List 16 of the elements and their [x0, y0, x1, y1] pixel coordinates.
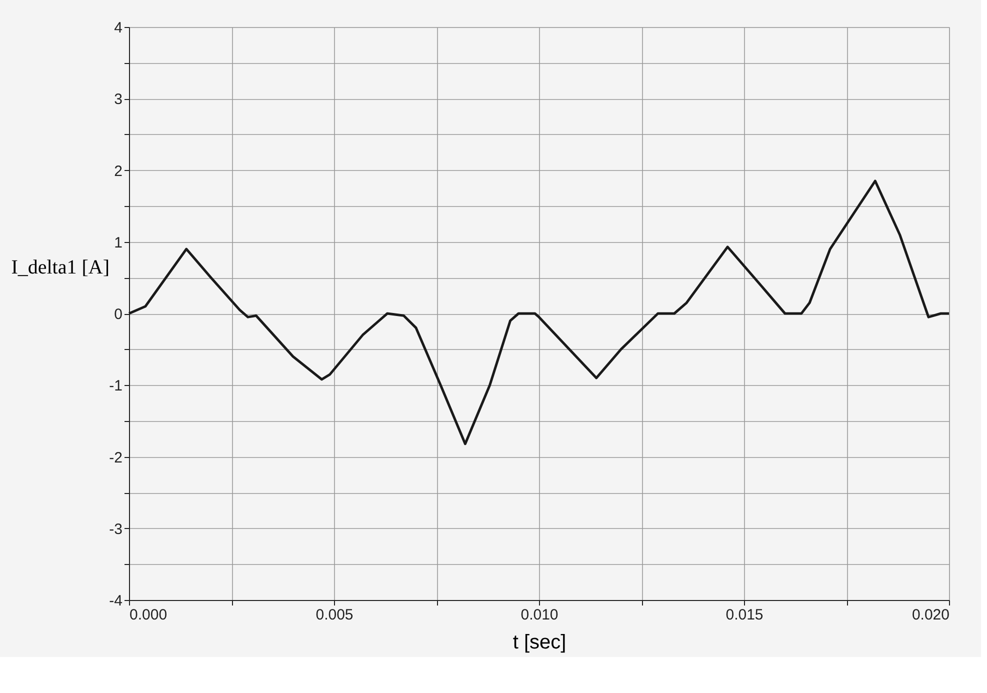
- y-tick-label: 1: [114, 234, 122, 252]
- y-tick-label: 2: [114, 162, 122, 180]
- y-axis-title: I_delta1 [A]: [11, 256, 110, 278]
- y-tick-label: -4: [109, 592, 122, 610]
- y-tick-label: -2: [109, 449, 122, 466]
- y-tick-label: 0: [114, 306, 122, 323]
- x-tick-label: 0.015: [726, 606, 764, 624]
- y-tick-label: 4: [114, 20, 122, 36]
- x-tick-label: 0.005: [316, 606, 354, 624]
- y-tick-label: -3: [109, 520, 122, 538]
- x-tick-label: 0.000: [130, 606, 168, 624]
- x-tick-label: 0.010: [520, 606, 558, 624]
- x-tick-label: 0.020: [912, 606, 950, 624]
- y-tick-label: 3: [114, 91, 122, 108]
- y-tick-label: -1: [109, 378, 122, 395]
- x-axis-title: t [sec]: [512, 632, 566, 654]
